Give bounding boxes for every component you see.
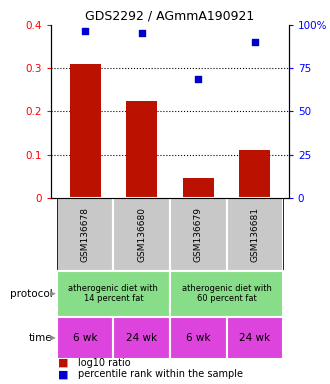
Text: log10 ratio: log10 ratio xyxy=(78,358,130,368)
Text: atherogenic diet with
14 percent fat: atherogenic diet with 14 percent fat xyxy=(68,284,158,303)
Text: ■: ■ xyxy=(58,369,68,379)
Point xyxy=(139,30,144,36)
Text: 6 wk: 6 wk xyxy=(73,333,97,343)
Bar xyxy=(114,198,170,271)
Bar xyxy=(183,178,214,198)
Text: percentile rank within the sample: percentile rank within the sample xyxy=(78,369,243,379)
Title: GDS2292 / AGmmA190921: GDS2292 / AGmmA190921 xyxy=(85,9,254,22)
Text: 24 wk: 24 wk xyxy=(126,333,157,343)
Bar xyxy=(57,198,114,271)
Text: 24 wk: 24 wk xyxy=(239,333,270,343)
Text: time: time xyxy=(29,333,52,343)
Bar xyxy=(126,101,157,198)
Point xyxy=(82,28,88,34)
Point xyxy=(252,39,257,45)
Text: GSM136681: GSM136681 xyxy=(250,207,259,262)
Bar xyxy=(114,317,170,359)
Bar xyxy=(170,271,283,317)
Text: GSM136679: GSM136679 xyxy=(194,207,203,262)
Bar xyxy=(170,198,226,271)
Bar xyxy=(57,317,114,359)
Text: GSM136678: GSM136678 xyxy=(81,207,89,262)
Bar xyxy=(226,198,283,271)
Text: protocol: protocol xyxy=(10,289,52,299)
Text: atherogenic diet with
60 percent fat: atherogenic diet with 60 percent fat xyxy=(182,284,272,303)
Bar xyxy=(226,317,283,359)
Text: 6 wk: 6 wk xyxy=(186,333,211,343)
Bar xyxy=(57,271,170,317)
Bar xyxy=(170,317,226,359)
Text: ■: ■ xyxy=(58,358,68,368)
Point xyxy=(196,75,201,81)
Text: GSM136680: GSM136680 xyxy=(137,207,146,262)
Bar xyxy=(239,150,270,198)
Bar xyxy=(70,64,101,198)
